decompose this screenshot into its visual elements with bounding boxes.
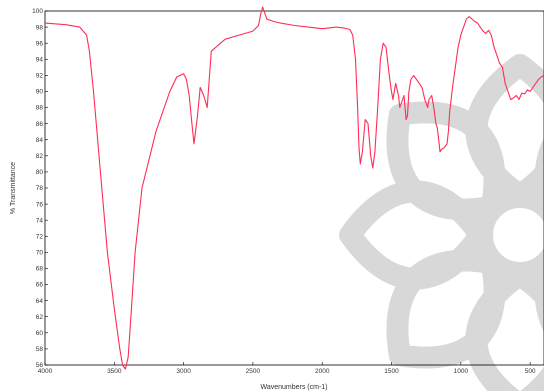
x-tick-label: 1000 — [454, 368, 469, 375]
x-axis-ticks: 4000 3500 3000 2500 2000 1500 1000 500 — [38, 362, 536, 375]
y-tick-label: 88 — [36, 105, 44, 112]
watermark-center — [471, 186, 544, 284]
y-tick-label: 96 — [36, 40, 44, 47]
y-tick-label: 62 — [36, 314, 44, 321]
x-tick-label: 2500 — [246, 368, 261, 375]
y-tick-label: 84 — [36, 137, 44, 144]
y-tick-label: 76 — [36, 201, 44, 208]
y-tick-label: 90 — [36, 89, 44, 96]
y-tick-label: 68 — [36, 266, 44, 273]
watermark-petal — [386, 101, 506, 221]
x-tick-label: 500 — [525, 368, 536, 375]
y-tick-label: 80 — [36, 169, 44, 176]
y-tick-label: 56 — [36, 362, 44, 369]
y-tick-label: 72 — [36, 233, 44, 240]
y-tick-label: 86 — [36, 121, 44, 128]
y-tick-label: 82 — [36, 153, 44, 160]
x-tick-label: 3500 — [107, 368, 122, 375]
x-tick-label: 2000 — [315, 368, 330, 375]
y-tick-label: 58 — [36, 346, 44, 353]
x-axis-title: Wavenumbers (cm-1) — [260, 384, 327, 391]
series-line-transmittance — [44, 6, 544, 370]
y-tick-label: 94 — [36, 56, 44, 63]
y-tick-label: 98 — [36, 24, 44, 31]
y-tick-label: 64 — [36, 298, 44, 305]
y-axis-ticks: 56 58 60 62 64 66 68 70 72 74 76 78 80 82 84 86 88 90 92 94… — [32, 8, 48, 369]
x-tick-label: 1500 — [384, 368, 399, 375]
y-tick-label: 92 — [36, 73, 44, 80]
y-tick-label: 70 — [36, 250, 44, 257]
x-tick-label: 3000 — [176, 368, 191, 375]
y-tick-label: 74 — [36, 217, 44, 224]
y-tick-label: 60 — [36, 330, 44, 337]
y-tick-label: 100 — [32, 8, 43, 15]
plot-area — [44, 10, 544, 366]
watermark-seal-icon — [339, 54, 544, 391]
y-tick-label: 78 — [36, 185, 44, 192]
y-axis-title: % Transmittance — [10, 162, 17, 214]
y-tick-label: 66 — [36, 282, 44, 289]
x-tick-label: 4000 — [38, 368, 53, 375]
